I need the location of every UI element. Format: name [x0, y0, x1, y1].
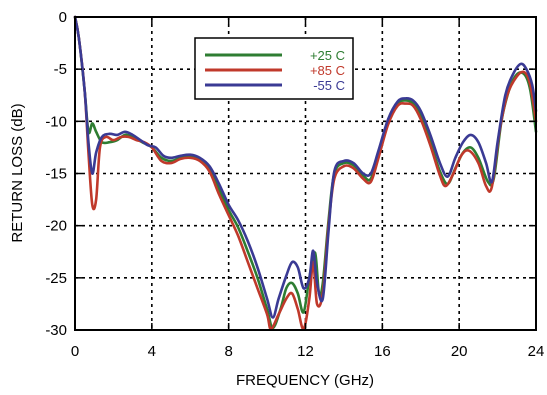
series-line-85c: [73, 15, 538, 331]
y-tick-label: 0: [59, 9, 67, 26]
x-axis-label: FREQUENCY (GHz): [236, 372, 374, 389]
series-layer: [73, 15, 538, 331]
x-tick-label: 20: [451, 343, 468, 360]
x-tick-label: 16: [374, 343, 391, 360]
y-tick-labels: 0 -5 -10 -15 -20 -25 -30: [45, 9, 67, 339]
y-tick-label: -15: [45, 166, 67, 183]
y-tick-label: -10: [45, 113, 67, 130]
legend-label-85c: +85 C: [310, 63, 345, 78]
x-tick-label: 4: [148, 343, 156, 360]
y-tick-label: -30: [45, 322, 67, 339]
x-tick-label: 12: [297, 343, 314, 360]
x-tick-label: 0: [71, 343, 79, 360]
y-axis-label: RETURN LOSS (dB): [9, 103, 26, 242]
tick-marks: [74, 16, 537, 331]
legend-label-25c: +25 C: [310, 48, 345, 63]
legend: +25 C+85 C-55 C: [194, 37, 354, 100]
x-tick-label: 24: [528, 343, 545, 360]
y-tick-label: -25: [45, 270, 67, 287]
y-tick-label: -5: [54, 61, 67, 78]
legend-label-55c: -55 C: [313, 78, 345, 93]
grid-lines: [75, 17, 536, 330]
y-tick-label: -20: [45, 218, 67, 235]
x-tick-labels: 0 4 8 12 16 20 24: [71, 343, 545, 360]
x-tick-label: 8: [224, 343, 232, 360]
series-line-55c: [73, 15, 538, 319]
